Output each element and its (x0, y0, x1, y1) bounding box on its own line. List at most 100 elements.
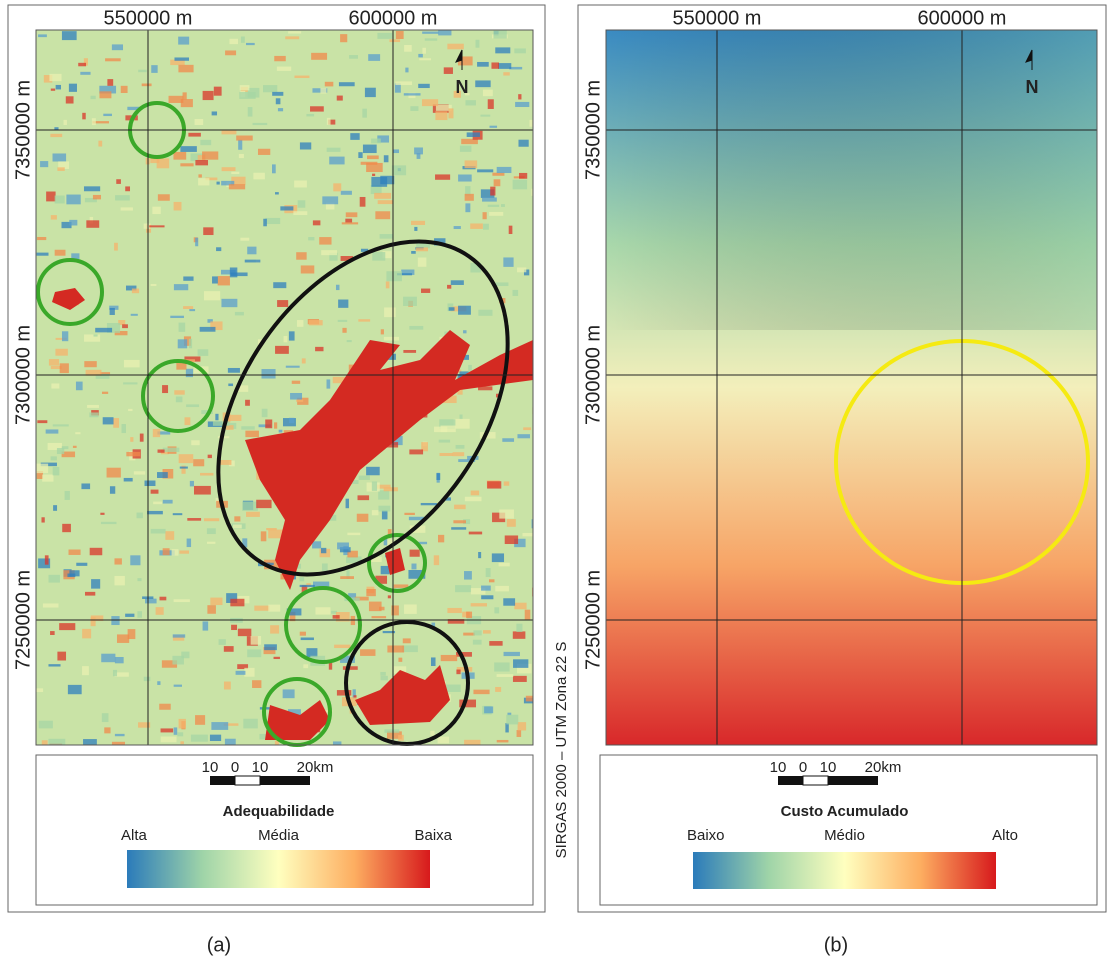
texture-patch (346, 212, 358, 217)
x-coordinate-label: 550000 m (673, 7, 762, 29)
texture-patch (37, 237, 46, 240)
texture-patch (514, 603, 526, 610)
texture-patch (478, 310, 492, 316)
texture-patch (532, 407, 549, 414)
texture-patch (488, 205, 499, 207)
texture-patch (92, 118, 96, 125)
texture-patch (229, 184, 245, 189)
texture-patch (90, 548, 103, 555)
texture-patch (191, 735, 208, 742)
texture-patch (170, 316, 184, 318)
texture-patch (153, 429, 160, 437)
texture-patch (388, 595, 391, 598)
texture-patch (114, 558, 121, 564)
texture-patch (243, 719, 257, 729)
texture-patch (241, 426, 254, 429)
texture-patch (421, 503, 437, 505)
texture-patch (384, 729, 399, 732)
texture-patch (121, 86, 128, 93)
texture-patch (377, 33, 392, 39)
texture-patch (100, 513, 104, 515)
texture-patch (51, 383, 59, 388)
texture-patch (66, 96, 74, 103)
texture-patch (93, 195, 101, 199)
texture-patch (161, 736, 177, 742)
texture-patch (456, 670, 460, 675)
texture-patch (514, 48, 526, 53)
texture-patch (181, 99, 193, 107)
texture-patch (157, 158, 170, 168)
texture-patch (189, 339, 192, 348)
texture-patch (101, 654, 115, 663)
texture-patch (289, 331, 295, 340)
texture-patch (233, 525, 242, 529)
texture-patch (76, 382, 83, 391)
scale-label: 10 (820, 759, 837, 776)
texture-patch (518, 94, 521, 99)
x-coordinate-label: 550000 m (104, 7, 193, 29)
texture-patch (242, 502, 258, 511)
texture-patch (214, 87, 222, 96)
texture-patch (465, 497, 482, 501)
texture-patch (294, 76, 309, 78)
texture-patch (506, 715, 518, 725)
texture-patch (220, 460, 231, 465)
texture-patch (381, 329, 384, 334)
texture-patch (359, 476, 370, 480)
texture-patch (422, 32, 439, 34)
texture-patch (310, 106, 324, 111)
texture-patch (387, 645, 404, 652)
texture-patch (57, 652, 66, 661)
texture-patch (414, 227, 417, 231)
texture-patch (168, 745, 184, 754)
texture-patch (345, 219, 352, 223)
texture-patch (513, 180, 528, 190)
texture-patch (264, 644, 277, 650)
texture-patch (483, 224, 489, 230)
legend-label: Baixo (687, 827, 725, 844)
scale-label: 20km (865, 759, 902, 776)
texture-patch (438, 30, 451, 35)
texture-patch (487, 481, 501, 488)
texture-patch (115, 657, 124, 663)
texture-patch (486, 568, 491, 577)
texture-patch (211, 722, 228, 730)
texture-patch (253, 173, 265, 180)
texture-patch (416, 247, 428, 251)
texture-patch (145, 599, 157, 604)
texture-patch (475, 80, 490, 87)
texture-patch (212, 111, 217, 115)
texture-patch (68, 685, 82, 694)
scale-label: 0 (231, 759, 239, 776)
texture-patch (174, 599, 190, 602)
texture-patch (497, 674, 514, 677)
texture-patch (327, 148, 341, 152)
texture-patch (329, 157, 344, 165)
legend-label: Alto (992, 827, 1018, 844)
texture-patch (142, 83, 152, 86)
texture-patch (470, 223, 483, 228)
texture-patch (229, 39, 238, 44)
texture-patch (179, 719, 186, 729)
texture-patch (191, 440, 199, 445)
texture-patch (53, 505, 57, 511)
legend-label: Médio (824, 827, 865, 844)
texture-patch (42, 475, 53, 482)
texture-patch (451, 280, 464, 285)
texture-patch (186, 369, 193, 377)
texture-patch (215, 414, 218, 420)
texture-patch (43, 603, 59, 607)
texture-patch (392, 165, 406, 175)
texture-patch (163, 448, 180, 452)
texture-patch (494, 662, 509, 671)
texture-patch (311, 53, 327, 60)
texture-patch (224, 682, 231, 690)
texture-patch (297, 320, 303, 327)
texture-patch (384, 337, 399, 341)
texture-patch (507, 519, 516, 527)
texture-patch (482, 197, 497, 201)
texture-patch (101, 522, 117, 524)
texture-patch (384, 487, 398, 491)
texture-patch (349, 55, 358, 59)
texture-patch (187, 539, 191, 547)
